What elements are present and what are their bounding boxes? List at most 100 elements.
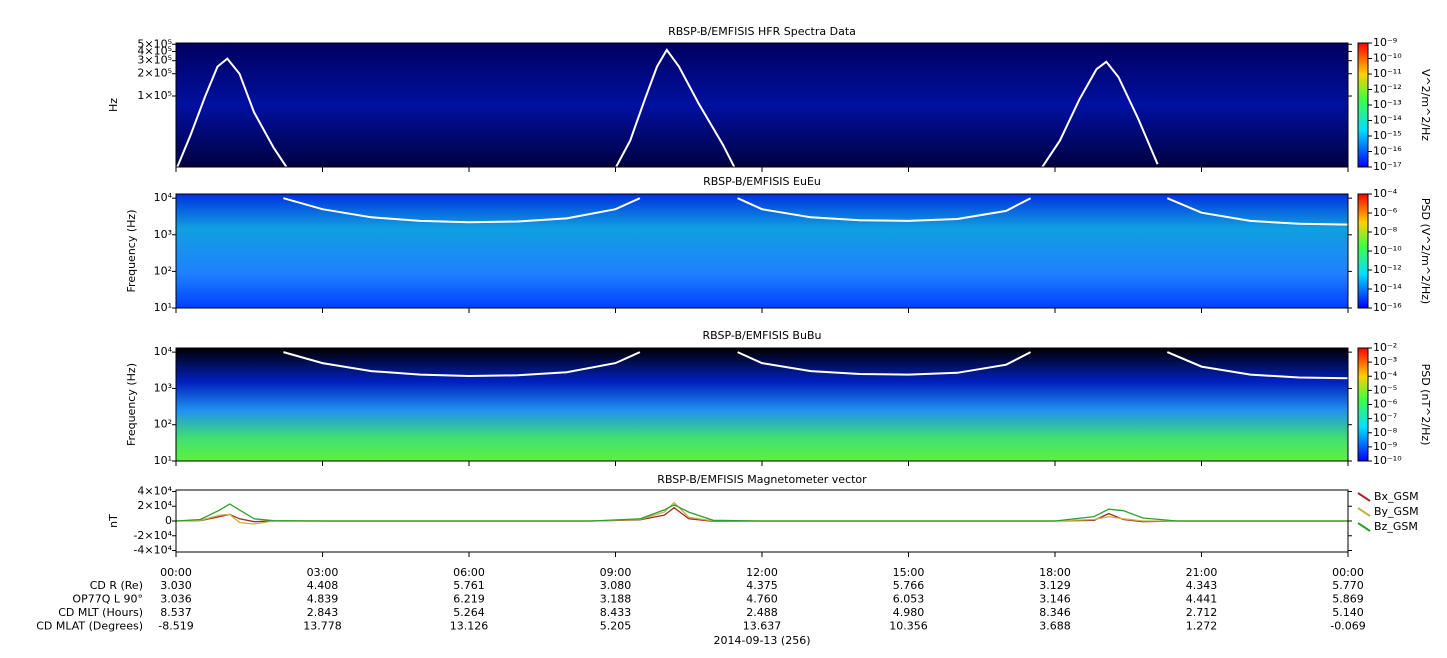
ephemeris-value: -0.069 — [1330, 620, 1365, 633]
x-tick-label: 03:00 — [307, 566, 339, 579]
ephemeris-value: 13.637 — [743, 620, 782, 633]
ephemeris-value: 6.053 — [893, 593, 925, 606]
legend-label: By_GSM — [1374, 505, 1419, 518]
colorbar-tick-label: 10⁻⁶ — [1373, 206, 1398, 219]
x-tick-label: 21:00 — [1186, 566, 1218, 579]
ephemeris-value: 3.129 — [1039, 579, 1071, 592]
ephemeris-value: 8.346 — [1039, 606, 1071, 619]
colorbar-tick-label: 10⁻¹⁰ — [1373, 244, 1402, 257]
ephemeris-value: 13.126 — [450, 620, 489, 633]
y-tick-label: 2×10⁴ — [137, 499, 172, 512]
colorbar-tick-label: 10⁻¹⁴ — [1373, 282, 1402, 295]
spectrogram — [176, 348, 1348, 461]
colorbar-tick-label: 10⁻⁸ — [1373, 225, 1398, 238]
colorbar-tick-label: 10⁻¹⁰ — [1373, 52, 1402, 65]
panel-title: RBSP-B/EMFISIS HFR Spectra Data — [668, 25, 856, 38]
plots: RBSP-B/EMFISIS HFR Spectra Data Hz 10⁻⁹ 10⁻… — [36, 25, 1432, 647]
ephemeris-value: 4.375 — [746, 579, 778, 592]
panel-title: RBSP-B/EMFISIS BuBu — [703, 329, 822, 342]
overlay-curve — [283, 351, 1348, 380]
ephemeris-value: 4.408 — [307, 579, 339, 592]
y-tick-label: 10⁴ — [154, 345, 173, 358]
panel-title: RBSP-B/EMFISIS EuEu — [703, 175, 821, 188]
legend-label: Bx_GSM — [1374, 490, 1419, 503]
y-tick-label: 10¹ — [154, 301, 172, 314]
ephemeris-value: 3.146 — [1039, 593, 1071, 606]
colorbar-tick-label: 10⁻⁹ — [1373, 36, 1397, 49]
ephemeris-value: 5.205 — [600, 620, 632, 633]
legend-label: Bz_GSM — [1374, 520, 1418, 533]
date-label: 2014-09-13 (256) — [713, 634, 810, 647]
ephemeris-value: 2.843 — [307, 606, 339, 619]
y-tick-label: 10¹ — [154, 454, 172, 467]
colorbar-tick-label: 10⁻² — [1373, 341, 1397, 354]
x-tick-label: 15:00 — [893, 566, 925, 579]
y-tick-label: -2×10⁴ — [133, 529, 172, 542]
ephemeris-value: 5.869 — [1332, 593, 1364, 606]
overlay-curve — [283, 197, 1348, 226]
y-tick-label: 0 — [165, 514, 172, 527]
ephemeris-value: 4.980 — [893, 606, 925, 619]
ephemeris-value: 4.441 — [1186, 593, 1218, 606]
colorbar-label: PSD (nT^2/Hz) — [1419, 364, 1432, 446]
colorbar-tick-label: 10⁻¹⁶ — [1373, 145, 1402, 158]
y-axis-label: Hz — [107, 98, 120, 112]
ephemeris-value: 8.433 — [600, 606, 632, 619]
colorbar-tick-label: 10⁻⁴ — [1373, 187, 1398, 200]
ephemeris-value: 2.712 — [1186, 606, 1218, 619]
y-tick-label: 10³ — [154, 381, 172, 394]
colorbar-tick-label: 10⁻⁶ — [1373, 398, 1398, 411]
y-tick-label: 1×10⁵ — [137, 89, 172, 102]
colorbar — [1357, 193, 1369, 309]
colorbar-tick-label: 10⁻¹⁴ — [1373, 114, 1402, 127]
y-axis-label: nT — [107, 514, 120, 528]
y-tick-label: 2×10⁵ — [137, 67, 172, 80]
x-tick-label: 06:00 — [453, 566, 485, 579]
ephemeris-value: 2.488 — [746, 606, 778, 619]
legend-swatch — [1357, 522, 1371, 532]
ephemeris-value: 13.778 — [303, 620, 342, 633]
y-axis-label: Frequency (Hz) — [125, 363, 138, 446]
y-tick-label: 3×10⁵ — [137, 54, 172, 67]
y-tick-label: 5×10⁵ — [137, 37, 172, 50]
spectrogram — [176, 43, 1348, 167]
colorbar-tick-label: 10⁻⁵ — [1373, 383, 1397, 396]
colorbar-tick-label: 10⁻³ — [1373, 355, 1397, 368]
ephemeris-value: 3.080 — [600, 579, 632, 592]
ephemeris-value: 4.839 — [307, 593, 339, 606]
ephemeris-value: 5.140 — [1332, 606, 1364, 619]
ephemeris-value: 5.761 — [453, 579, 485, 592]
ephemeris-value: 5.264 — [453, 606, 485, 619]
ephemeris-value: 1.272 — [1186, 620, 1218, 633]
colorbar-tick-label: 10⁻¹⁶ — [1373, 301, 1402, 314]
colorbar-tick-label: 10⁻⁷ — [1373, 412, 1397, 425]
ephemeris-value: -8.519 — [158, 620, 193, 633]
y-axis-label: Frequency (Hz) — [125, 210, 138, 293]
ephemeris-label: CD R (Re) — [90, 579, 143, 592]
colorbar — [1357, 347, 1369, 462]
ephemeris-label: CD MLAT (Degrees) — [36, 620, 143, 633]
colorbar-tick-label: 10⁻¹² — [1373, 263, 1402, 276]
x-tick-label: 18:00 — [1039, 566, 1071, 579]
y-tick-label: -4×10⁴ — [133, 544, 172, 557]
ephemeris-value: 8.537 — [160, 606, 192, 619]
ephemeris-value: 3.188 — [600, 593, 632, 606]
colorbar-tick-label: 10⁻⁴ — [1373, 369, 1398, 382]
ephemeris-value: 6.219 — [453, 593, 485, 606]
ephemeris-value: 10.356 — [889, 620, 928, 633]
panel-title: RBSP-B/EMFISIS Magnetometer vector — [657, 473, 867, 486]
colorbar-tick-label: 10⁻¹⁷ — [1373, 160, 1402, 173]
y-tick-label: 4×10⁴ — [137, 484, 172, 497]
colorbar-tick-label: 10⁻¹² — [1373, 83, 1402, 96]
ephemeris-value: 4.760 — [746, 593, 778, 606]
legend-swatch — [1357, 507, 1371, 517]
y-tick-label: 10² — [154, 264, 172, 277]
colorbar-tick-label: 10⁻⁸ — [1373, 426, 1398, 439]
ephemeris-value: 5.766 — [893, 579, 925, 592]
data-line — [176, 503, 1348, 522]
ephemeris-label: OP77Q L 90° — [72, 593, 143, 606]
spectrogram — [176, 194, 1348, 308]
legend-swatch — [1357, 492, 1371, 502]
ephemeris-value: 5.770 — [1332, 579, 1364, 592]
plot-frame — [175, 193, 1349, 309]
